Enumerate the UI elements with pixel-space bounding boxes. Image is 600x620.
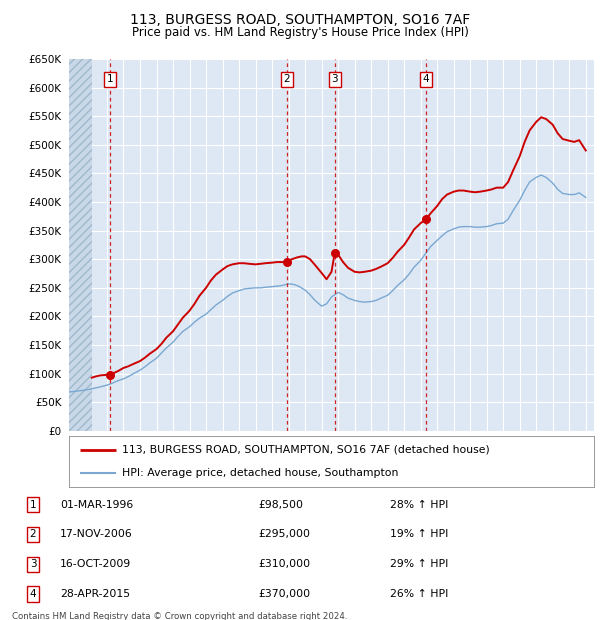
Text: HPI: Average price, detached house, Southampton: HPI: Average price, detached house, Sout… (121, 468, 398, 478)
Text: Contains HM Land Registry data © Crown copyright and database right 2024.
This d: Contains HM Land Registry data © Crown c… (12, 612, 347, 620)
Text: 29% ↑ HPI: 29% ↑ HPI (390, 559, 448, 569)
Text: 1: 1 (29, 500, 37, 510)
Text: 17-NOV-2006: 17-NOV-2006 (60, 529, 133, 539)
Text: 4: 4 (422, 74, 429, 84)
Text: £310,000: £310,000 (258, 559, 310, 569)
Text: £370,000: £370,000 (258, 589, 310, 599)
Text: 3: 3 (29, 559, 37, 569)
Text: 26% ↑ HPI: 26% ↑ HPI (390, 589, 448, 599)
Text: 01-MAR-1996: 01-MAR-1996 (60, 500, 133, 510)
Text: Price paid vs. HM Land Registry's House Price Index (HPI): Price paid vs. HM Land Registry's House … (131, 26, 469, 38)
Text: 113, BURGESS ROAD, SOUTHAMPTON, SO16 7AF: 113, BURGESS ROAD, SOUTHAMPTON, SO16 7AF (130, 14, 470, 27)
Text: 4: 4 (29, 589, 37, 599)
Text: 28-APR-2015: 28-APR-2015 (60, 589, 130, 599)
Text: 3: 3 (331, 74, 338, 84)
Text: 16-OCT-2009: 16-OCT-2009 (60, 559, 131, 569)
Text: £98,500: £98,500 (258, 500, 303, 510)
Bar (69, 59, 92, 431)
Text: 28% ↑ HPI: 28% ↑ HPI (390, 500, 448, 510)
Text: £295,000: £295,000 (258, 529, 310, 539)
Text: 19% ↑ HPI: 19% ↑ HPI (390, 529, 448, 539)
Text: 113, BURGESS ROAD, SOUTHAMPTON, SO16 7AF (detached house): 113, BURGESS ROAD, SOUTHAMPTON, SO16 7AF… (121, 445, 489, 454)
Text: 2: 2 (283, 74, 290, 84)
Text: 1: 1 (106, 74, 113, 84)
Text: 2: 2 (29, 529, 37, 539)
